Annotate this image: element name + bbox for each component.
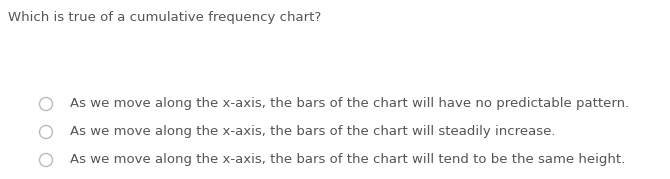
- Text: Which is true of a cumulative frequency chart?: Which is true of a cumulative frequency …: [8, 11, 321, 24]
- Text: As we move along the x-axis, the bars of the chart will have no predictable patt: As we move along the x-axis, the bars of…: [70, 98, 629, 110]
- Text: As we move along the x-axis, the bars of the chart will steadily increase.: As we move along the x-axis, the bars of…: [70, 125, 555, 139]
- Text: As we move along the x-axis, the bars of the chart will tend to be the same heig: As we move along the x-axis, the bars of…: [70, 154, 625, 166]
